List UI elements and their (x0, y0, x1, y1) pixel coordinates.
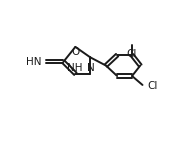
Text: N: N (87, 63, 95, 73)
Text: O: O (71, 47, 80, 57)
Text: Cl: Cl (148, 81, 158, 91)
Text: HN: HN (26, 57, 42, 67)
Text: NH: NH (67, 63, 82, 73)
Text: Cl: Cl (127, 49, 137, 59)
